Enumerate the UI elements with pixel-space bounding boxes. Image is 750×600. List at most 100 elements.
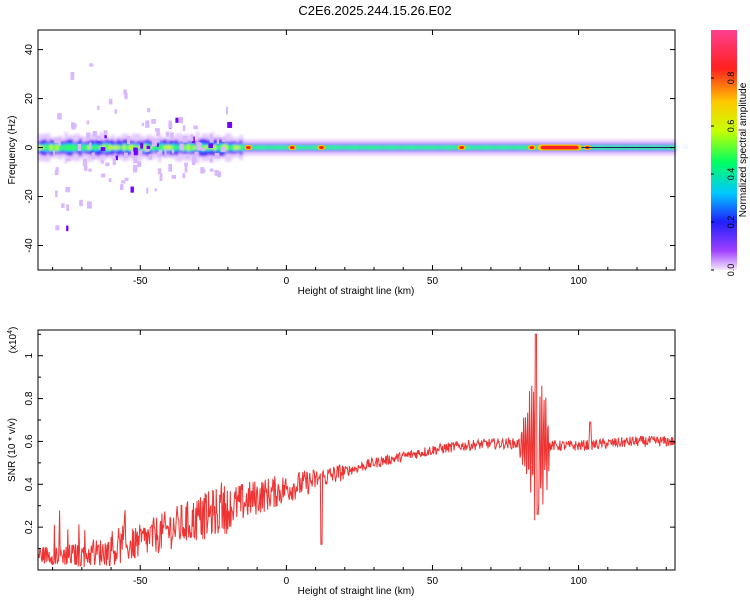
noise-speck — [70, 71, 75, 80]
noise-speck — [124, 92, 128, 100]
noise-speck — [77, 143, 82, 151]
noise-speck — [182, 173, 186, 179]
spectrogram-cell — [262, 145, 267, 150]
noise-speck — [196, 142, 202, 151]
noise-speck — [65, 186, 71, 193]
spectrogram-axes: -50 0 50 100 40 20 0 -20 -40 — [24, 30, 675, 287]
spectrogram-cell — [70, 144, 74, 151]
spectrogram-cell — [128, 144, 133, 151]
spectrogram-cell — [376, 145, 381, 150]
spectrogram-cell — [257, 145, 261, 150]
noise-speck — [170, 132, 174, 141]
spectrogram-cell — [201, 144, 206, 151]
spectrogram-cell — [487, 145, 492, 150]
spectrogram-cell — [429, 145, 434, 150]
noise-speck — [138, 150, 143, 156]
spectrogram-cell — [414, 145, 419, 150]
colorbar-tick-label: 0.8 — [726, 72, 736, 85]
spectrogram-cell — [403, 145, 407, 150]
spectrogram-cell — [46, 144, 51, 151]
noise-speck — [151, 119, 156, 124]
spectrogram-ylabel: Frequency (Hz) — [7, 116, 18, 185]
spectrogram-cell — [286, 145, 290, 150]
noise-speck — [100, 147, 106, 152]
noise-speck — [217, 171, 222, 178]
spectrogram-cell — [274, 145, 279, 150]
noise-speck — [108, 98, 113, 105]
noise-speck — [133, 147, 136, 152]
snr-xtick-label: 100 — [570, 576, 587, 587]
snr-ytick-label: 1 — [24, 352, 35, 358]
noise-speck — [133, 147, 138, 156]
noise-speck — [66, 158, 71, 162]
noise-speck — [103, 130, 108, 136]
noise-speck — [82, 158, 88, 167]
noise-speck — [171, 175, 176, 179]
noise-speck — [182, 135, 188, 143]
spectrogram-cell — [90, 146, 95, 150]
spectrogram-cell — [490, 145, 495, 150]
spectrogram-cell — [96, 145, 100, 150]
noise-speck — [201, 147, 205, 152]
spectrogram-cell — [435, 145, 439, 150]
spectrogram-cell — [315, 145, 320, 150]
noise-speck — [179, 116, 184, 124]
snr-ytick-label: 0.2 — [24, 520, 35, 534]
noise-speck — [147, 108, 151, 113]
spectrogram-cell — [344, 145, 349, 150]
spectrogram-cell — [511, 145, 515, 150]
spectrogram-xlabel: Height of straight line (km) — [298, 286, 415, 297]
spectrogram-cell — [406, 145, 410, 150]
spectrogram-cell — [336, 145, 340, 150]
spectrogram-cell — [277, 145, 282, 150]
noise-speck — [168, 123, 173, 129]
spectrogram-cell — [353, 145, 358, 150]
noise-speck — [120, 184, 124, 191]
colorbar-ticks: 0.0 0.2 0.4 0.6 0.8 — [711, 72, 736, 276]
spectrogram-cell — [356, 145, 361, 150]
spectrogram-cell — [113, 145, 118, 150]
spectrogram-cell — [64, 144, 68, 151]
noise-speck — [86, 120, 90, 125]
noise-speck — [54, 137, 59, 144]
noise-speck — [192, 136, 195, 143]
spectrogram-cell — [379, 145, 384, 150]
noise-speck — [72, 123, 77, 128]
noise-speck — [168, 120, 172, 124]
snr-xlabel: Height of straight line (km) — [298, 586, 415, 597]
spectrogram-cell — [260, 145, 264, 150]
spectrogram-cell — [412, 145, 416, 150]
spectrogram-hotspot-core — [289, 145, 295, 150]
snr-series-line — [37, 333, 675, 568]
spectrogram-cell — [426, 145, 431, 150]
spectrogram-cell — [368, 145, 372, 150]
noise-speck — [123, 152, 128, 158]
spectrogram-cell — [362, 145, 366, 150]
spectrogram-hotspot-core — [529, 145, 535, 150]
noise-speck — [91, 152, 95, 160]
spectrogram-cell — [61, 145, 65, 150]
noise-speck — [89, 63, 94, 67]
spectrogram-cell — [338, 145, 343, 150]
spectrogram-cell — [473, 145, 477, 150]
noise-speck — [184, 164, 188, 173]
spectrogram-cell — [213, 144, 217, 151]
spectrogram-cell — [508, 145, 512, 150]
noise-speck — [133, 155, 138, 164]
noise-speck — [61, 203, 65, 208]
spectrogram-cell — [365, 145, 369, 150]
spectrogram-cell — [254, 145, 258, 150]
noise-speck — [124, 177, 129, 182]
noise-speck — [54, 169, 59, 176]
spectrogram-cell — [131, 144, 136, 151]
noise-speck — [175, 117, 179, 123]
spectrogram-cell — [534, 145, 539, 150]
spectrogram-cell — [233, 144, 238, 151]
spectrogram-cell — [496, 145, 501, 150]
spectrogram-cell — [520, 145, 524, 150]
spectrogram-cell — [391, 145, 396, 150]
noise-speck — [66, 204, 70, 211]
snr-xtick-label: 0 — [284, 576, 290, 587]
noise-speck — [152, 138, 157, 147]
spectrogram-cell — [382, 145, 387, 150]
